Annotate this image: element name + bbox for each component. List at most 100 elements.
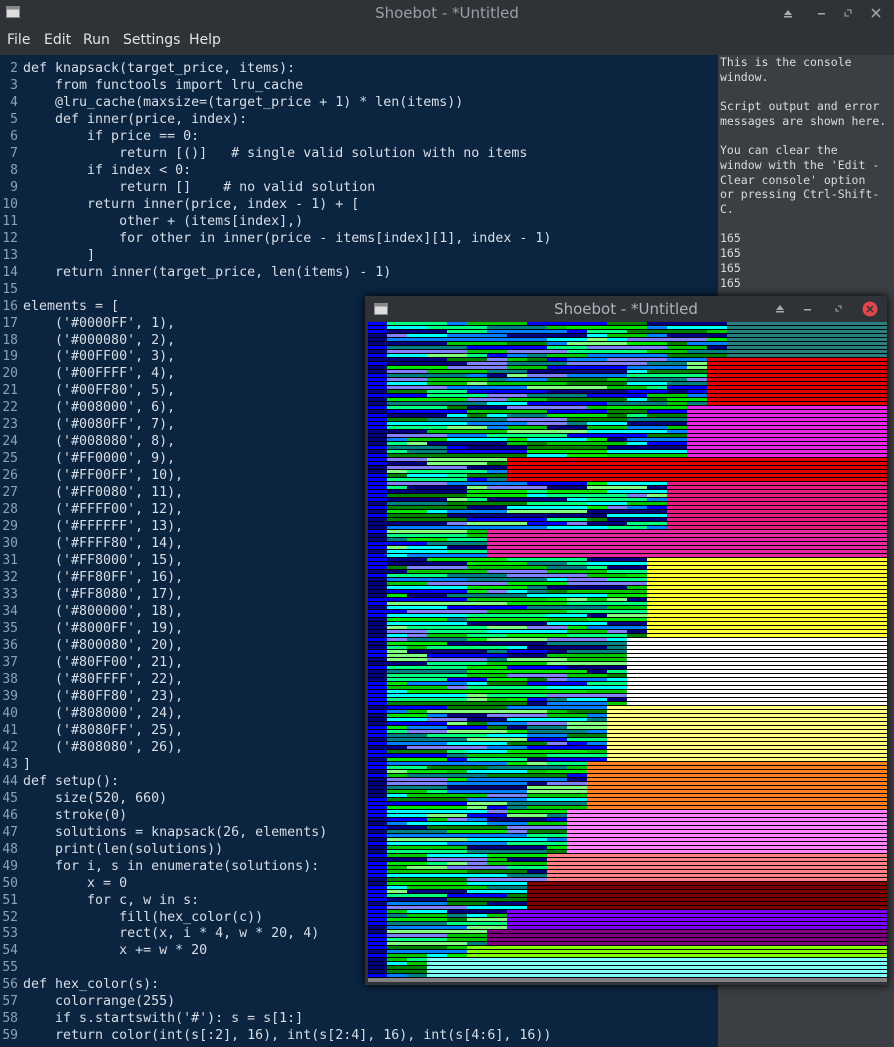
stripe [447,946,467,949]
stripe [607,674,627,677]
stripe [387,686,447,689]
stripe [368,778,387,781]
stripe [368,402,387,405]
stripe [647,582,887,585]
stripe [627,370,647,373]
stripe [727,346,887,349]
stripe [627,442,647,445]
stripe [427,510,447,513]
window-controls[interactable] [770,301,885,317]
stripe [387,610,407,613]
stripe [427,862,447,865]
stripe [647,494,667,497]
stripe [368,978,887,982]
stripe [387,682,407,685]
stripe [387,798,467,801]
stripe [407,470,487,473]
stripe [387,510,427,513]
stripe [707,378,887,381]
stripe [547,654,627,657]
stripe [647,630,887,633]
stripe [368,554,387,557]
stripe [368,718,387,721]
stripe [567,330,587,333]
line-number: 43 [2,756,18,772]
stripe [368,706,387,709]
stripe [387,430,427,433]
stripe [627,574,647,577]
stripe [467,422,527,425]
stripe [587,422,627,425]
stripe [607,438,627,441]
stripe [587,338,607,341]
line-number: 48 [2,841,18,857]
stripe [368,818,387,821]
menu-item[interactable]: Edit [44,32,72,48]
stripe [587,706,607,709]
stripe [387,886,407,889]
stripe [387,770,407,773]
stripe [587,714,607,717]
menu-item[interactable]: Help [189,32,221,48]
stripe [368,854,387,857]
stripe [387,518,407,521]
stripe [547,410,587,413]
stripe [607,570,647,573]
stripe [607,450,687,453]
stripe [387,926,467,929]
stripe [627,414,647,417]
stripe [387,846,467,849]
stripe [368,474,387,477]
stripe [447,414,467,417]
stripe [547,494,627,497]
stripe [467,674,507,677]
stripe [427,354,467,357]
stripe [507,354,527,357]
stripe [487,746,527,749]
stripe [447,342,507,345]
stripe [427,382,467,385]
menu-item[interactable]: Settings [123,32,181,48]
stripe [527,698,547,701]
stripe [447,478,467,481]
stripe [387,358,447,361]
code-line: return [] # no valid solution [23,179,376,195]
stripe [527,786,587,789]
stripe [487,630,567,633]
stripe [427,418,507,421]
stripe [467,618,547,621]
stripe [467,778,547,781]
stripe [527,898,887,901]
stripe [368,546,387,549]
stripe [507,762,527,765]
stripe [387,622,407,625]
stripe [387,766,427,769]
line-number: 12 [2,230,18,246]
stripe [587,482,607,485]
stripe [447,754,467,757]
stripe [467,398,507,401]
stripe [467,446,527,449]
stripe [387,650,407,653]
stripe [487,530,887,533]
stripe [567,374,627,377]
stripe [467,410,547,413]
stripe [567,666,627,669]
window-controls[interactable] [780,6,890,20]
stripe [547,862,887,865]
stripe [387,874,447,877]
stripe [467,506,507,509]
stripe [407,890,467,893]
stripe [368,954,387,957]
code-line: ('#FF0080', 11), [23,485,184,501]
stripe [447,938,487,941]
menu-item[interactable]: File [7,32,31,48]
menu-item[interactable]: Run [83,32,110,48]
stripe [547,526,607,529]
stripe [647,334,667,337]
stripe [467,390,547,393]
stripe [627,338,707,341]
stripe [467,354,487,357]
stripe [368,934,387,937]
stripe [467,602,507,605]
